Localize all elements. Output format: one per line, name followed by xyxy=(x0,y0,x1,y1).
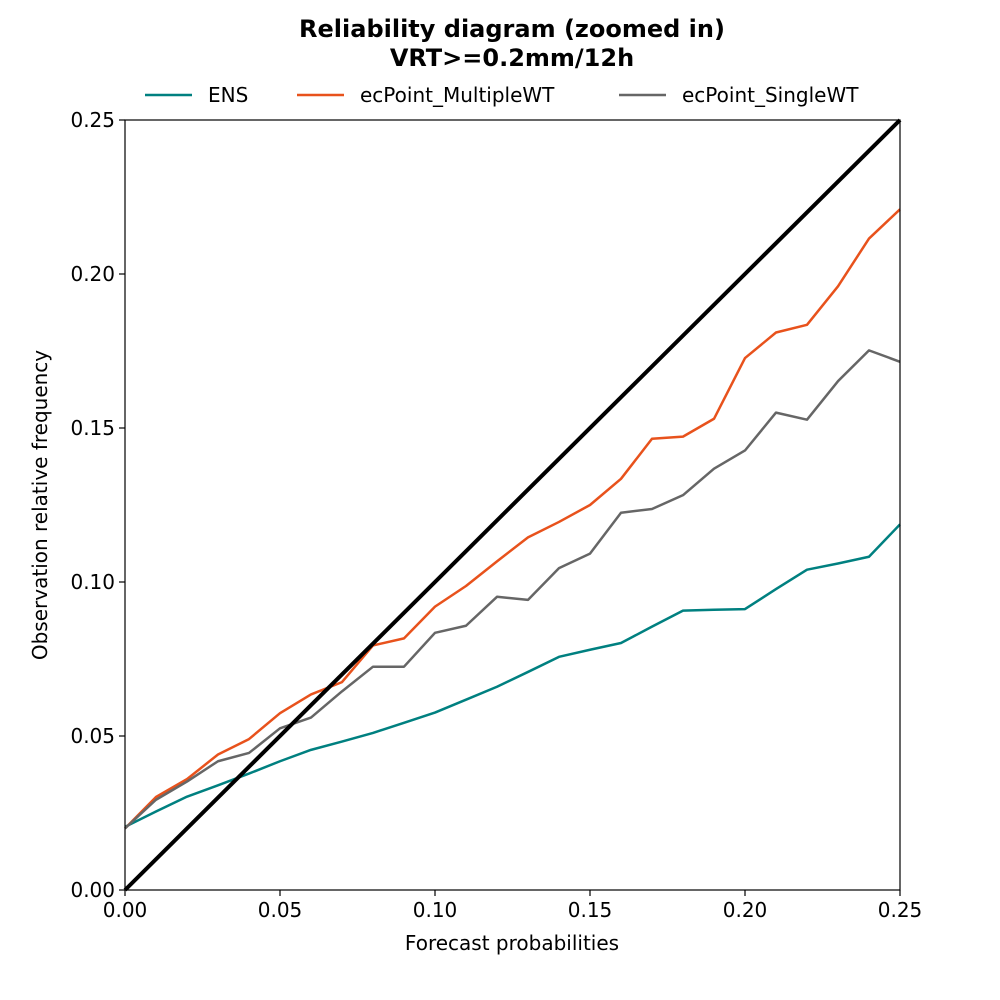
y-tick-label: 0.00 xyxy=(70,878,115,902)
x-tick-label: 0.05 xyxy=(258,898,303,922)
y-axis-label: Observation relative frequency xyxy=(28,350,52,660)
y-tick-label: 0.25 xyxy=(70,108,115,132)
y-axis: 0.00 0.05 0.10 0.15 0.20 0.25 xyxy=(70,108,125,902)
series-line-ecpoint-singlewt xyxy=(124,349,901,830)
x-tick-label: 0.10 xyxy=(413,898,458,922)
legend-label: ecPoint_SingleWT xyxy=(682,83,859,107)
x-tick-label: 0.20 xyxy=(723,898,768,922)
legend: ENS ecPoint_MultipleWT ecPoint_SingleWT xyxy=(145,83,859,107)
chart-subtitle: VRT>=0.2mm/12h xyxy=(390,44,634,72)
x-tick-label: 0.00 xyxy=(103,898,148,922)
chart-title: Reliability diagram (zoomed in) xyxy=(299,15,725,43)
y-tick-label: 0.10 xyxy=(70,570,115,594)
x-tick-label: 0.25 xyxy=(878,898,923,922)
legend-label: ENS xyxy=(208,83,248,107)
legend-label: ecPoint_MultipleWT xyxy=(360,83,555,107)
perfect-reliability-line xyxy=(123,118,902,892)
series-line-ens xyxy=(124,523,901,828)
series-layer xyxy=(124,208,901,830)
y-tick-label: 0.15 xyxy=(70,416,115,440)
x-axis: 0.00 0.05 0.10 0.15 0.20 0.25 xyxy=(103,890,923,922)
x-tick-label: 0.15 xyxy=(568,898,613,922)
y-tick-label: 0.20 xyxy=(70,262,115,286)
y-tick-label: 0.05 xyxy=(70,724,115,748)
series-line-ecpoint-multiplewt xyxy=(124,208,901,830)
plot-frame xyxy=(124,119,901,891)
x-axis-label: Forecast probabilities xyxy=(405,931,619,955)
plot-area xyxy=(123,118,902,892)
